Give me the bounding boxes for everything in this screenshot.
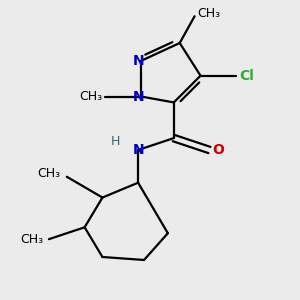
Text: CH₃: CH₃ [79,90,102,103]
Text: CH₃: CH₃ [38,167,61,180]
Text: Cl: Cl [239,69,254,83]
Text: O: O [212,143,224,157]
Text: N: N [132,89,144,103]
Text: N: N [132,143,144,157]
Text: CH₃: CH₃ [20,233,43,246]
Text: CH₃: CH₃ [198,7,221,20]
Text: N: N [132,54,144,68]
Text: H: H [111,135,120,148]
